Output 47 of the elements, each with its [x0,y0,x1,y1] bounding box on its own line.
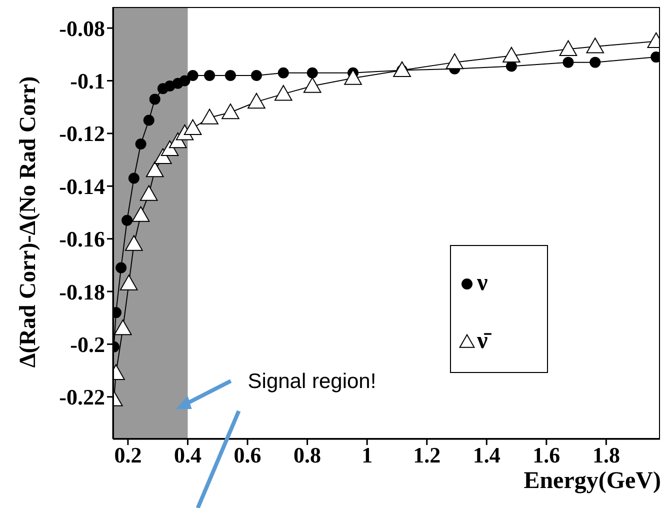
point [132,206,150,222]
y-tick-label: -0.16 [59,226,105,252]
x-tick-label: 1 [362,442,373,468]
point [248,92,266,109]
point [135,138,146,150]
point [120,274,138,290]
band-label: Signal region! [248,370,376,394]
y-tick-label: -0.18 [59,279,105,304]
point [200,108,218,124]
point [114,319,132,336]
legend-label: ν [477,270,488,296]
point [446,53,464,70]
point [140,185,158,201]
point [306,67,318,78]
point [250,70,262,81]
x-tick-label: 1.2 [413,442,441,468]
y-tick-label: -0.22 [59,384,105,410]
x-tick-label: 0.8 [294,442,322,468]
point [204,70,216,81]
point [562,56,574,68]
x-tick-label: 0.6 [234,442,262,468]
y-tick-label: -0.08 [59,16,105,41]
point [590,56,601,68]
point [278,67,289,78]
point [224,70,236,81]
y-tick-label: -0.12 [59,121,105,146]
x-axis-title: Energy(GeV) [524,468,661,495]
x-tick-label: 0.4 [174,442,202,468]
point [122,214,133,226]
y-tick-label: -0.14 [59,174,105,199]
x-tick-label: 0.2 [114,442,142,468]
point [128,172,140,184]
point [143,114,154,126]
point [149,94,160,105]
x-tick-label: 1.6 [532,442,560,468]
point [187,70,198,81]
point [393,61,411,78]
y-tick-label: -0.1 [70,68,105,94]
y-axis-title: Δ(Rad Corr)-Δ(No Rad Corr) [15,76,41,368]
point [179,75,190,86]
x-tick-label: 1.4 [472,442,500,468]
point [116,262,127,274]
point [344,69,362,85]
point [125,235,143,251]
x-tick-label: 1.8 [592,442,620,468]
point [146,161,164,178]
y-tick-label: -0.2 [70,332,105,357]
